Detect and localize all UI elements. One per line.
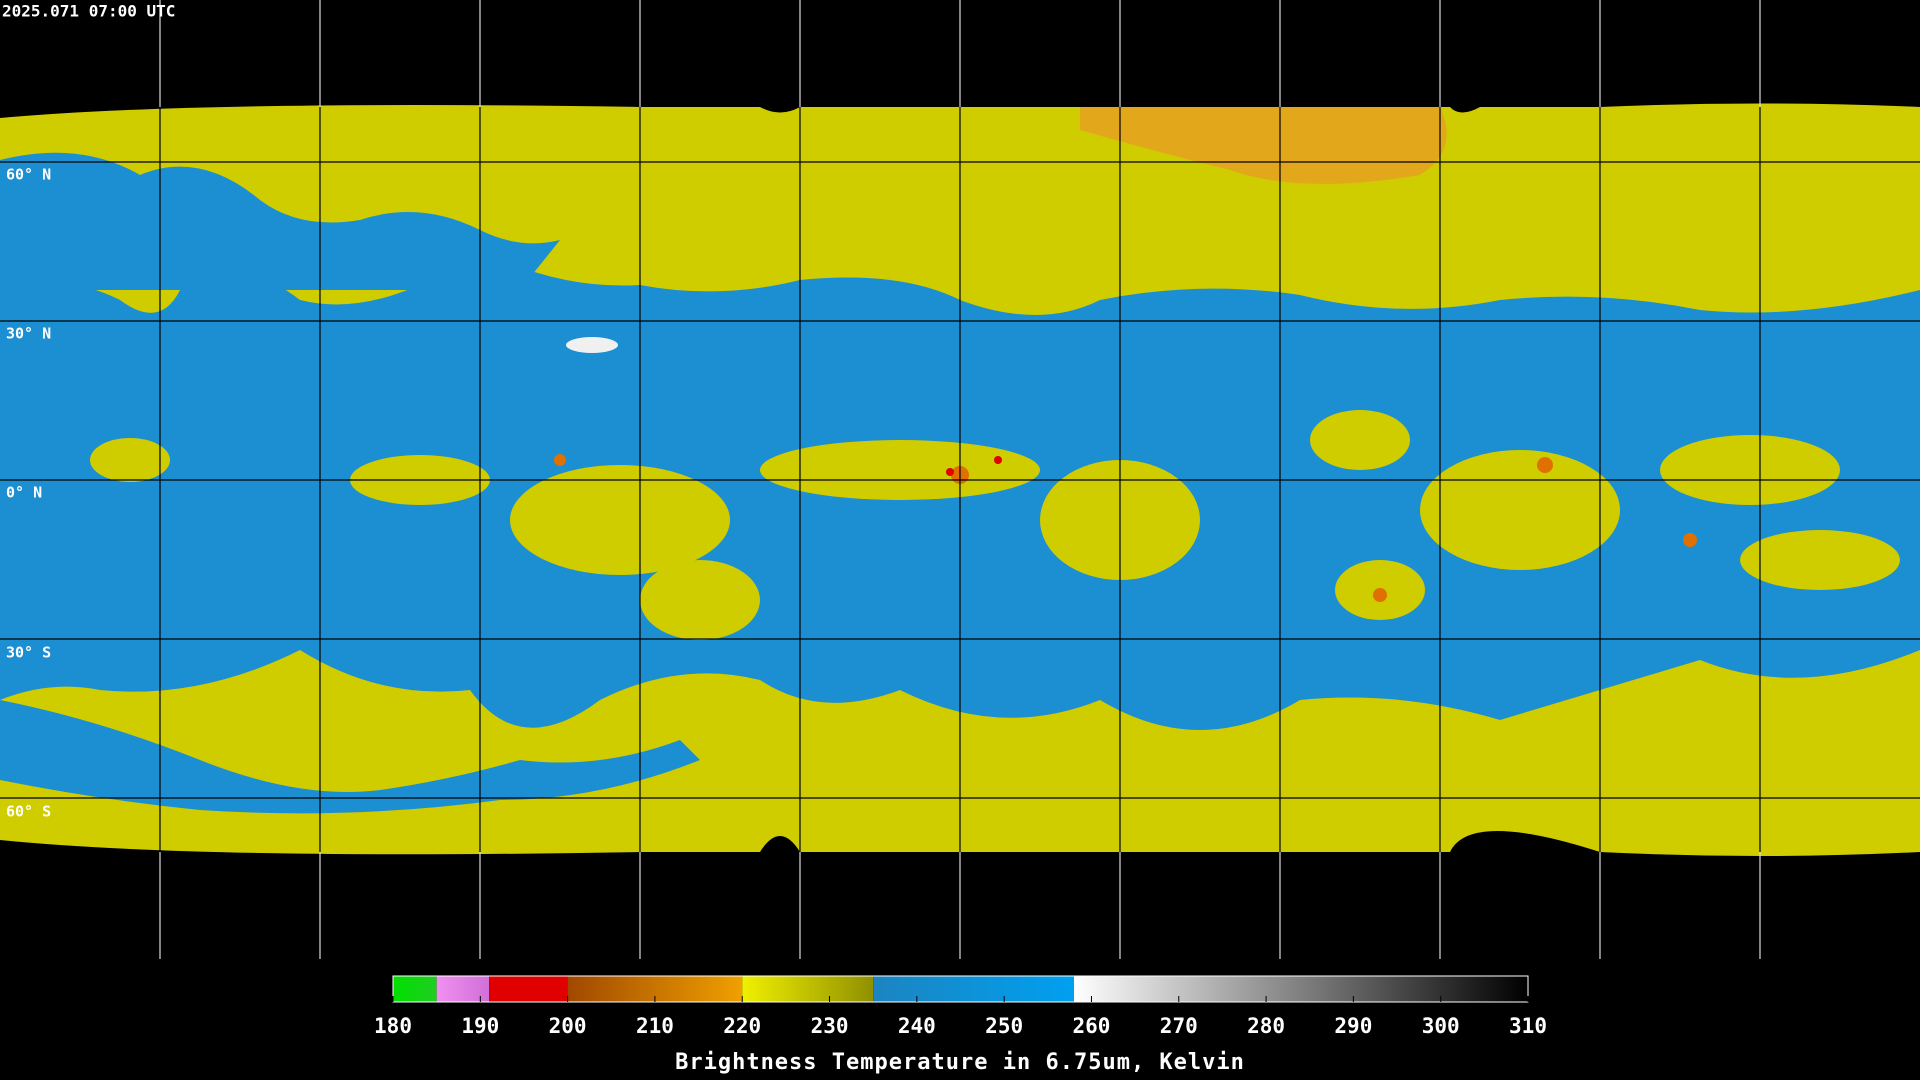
- colorbar-title: Brightness Temperature in 6.75um, Kelvin: [675, 1050, 1245, 1075]
- imagery-blue-north: [0, 152, 560, 290]
- timestamp: 2025.071 07:00 UTC: [2, 2, 175, 21]
- colorbar-tick-label: 260: [1072, 1014, 1110, 1038]
- colorbar-tick-label: 270: [1160, 1014, 1198, 1038]
- colorbar-tick-label: 220: [723, 1014, 761, 1038]
- colorbar-tick-label: 200: [549, 1014, 587, 1038]
- colorbar-tick-label: 210: [636, 1014, 674, 1038]
- colorbar-segment: [1074, 976, 1528, 1002]
- colorbar-tick-label: 240: [898, 1014, 936, 1038]
- colorbar-segment: [489, 976, 568, 1002]
- colorbar-tick-label: 250: [985, 1014, 1023, 1038]
- latitude-label: 60° S: [6, 803, 51, 821]
- colorbar-segment: [873, 976, 1074, 1002]
- colorbar-tick-label: 300: [1422, 1014, 1460, 1038]
- colorbar-segment: [742, 976, 874, 1002]
- latitude-label: 30° N: [6, 325, 51, 343]
- colorbar-tick-label: 230: [811, 1014, 849, 1038]
- map: 2025.071 07:00 UTC 60° N30° N0° N30° S60…: [0, 0, 1920, 959]
- latitude-label: 30° S: [6, 644, 51, 662]
- dry-slot-white: [566, 337, 618, 353]
- longitude-grid: [159, 0, 1761, 959]
- coldest-tops: [946, 456, 1002, 476]
- imagery-orange-patch: [1080, 107, 1447, 184]
- colorbar-frame: [392, 975, 1529, 1003]
- colorbar-tick-label: 280: [1247, 1014, 1285, 1038]
- latitude-labels: 60° N 30° N 0° N 30° S 60° S: [6, 166, 51, 821]
- colorbar-segment: [436, 976, 490, 1002]
- colorbar: 180 190 200 210 220 230 240 250 260 270 280 290 300 3…: [374, 975, 1547, 1038]
- imagery-blue-south: [0, 700, 700, 814]
- colorbar-tick-label: 190: [461, 1014, 499, 1038]
- colorbar-tick-label: 310: [1509, 1014, 1547, 1038]
- colorbar-segment: [393, 976, 437, 1002]
- latitude-label: 60° N: [6, 166, 51, 184]
- colorbar-tick-label: 290: [1334, 1014, 1372, 1038]
- colorbar-tick-label: 180: [374, 1014, 412, 1038]
- latitude-label: 0° N: [6, 484, 42, 502]
